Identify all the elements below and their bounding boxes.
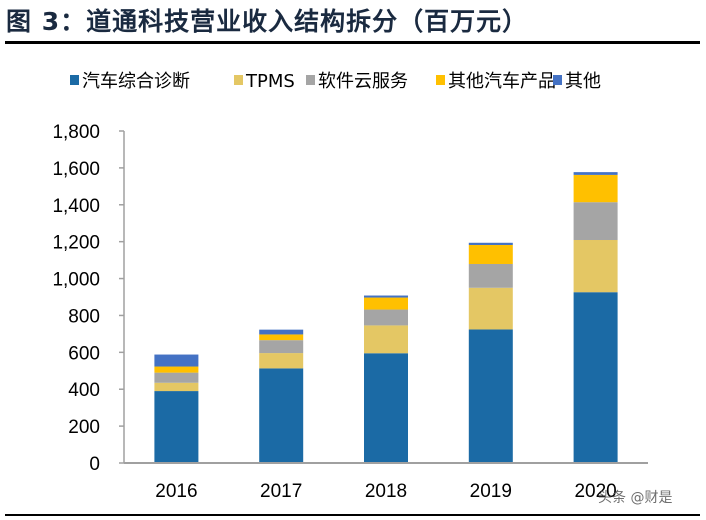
bar-segment-2017-2	[259, 340, 304, 354]
x-tick-label: 2017	[260, 481, 302, 502]
y-tick-label: 600	[68, 343, 100, 364]
bar-segment-2020-2	[573, 202, 618, 241]
bar-segment-2018-4	[364, 295, 408, 298]
legend-label: 软件云服务	[318, 71, 408, 92]
bar-segment-2020-1	[573, 240, 618, 293]
bar-segment-2020-4	[573, 172, 618, 175]
y-tick-label: 1,400	[52, 196, 100, 217]
bar-segment-2019-1	[468, 287, 513, 330]
x-tick-label: 2016	[155, 481, 197, 502]
legend-swatch-1	[234, 75, 243, 85]
bar-segment-2016-2	[154, 372, 199, 383]
bar-segment-2019-3	[468, 244, 513, 264]
bar-segment-2018-2	[364, 309, 408, 326]
bar-segment-2016-3	[154, 366, 199, 373]
x-tick-label: 2020	[574, 481, 616, 502]
bar-segment-2016-0	[154, 391, 199, 463]
legend-label: 其他汽车产品	[448, 71, 556, 92]
bar-segment-2018-0	[364, 353, 408, 463]
bar-segment-2017-0	[259, 368, 304, 463]
x-tick-label: 2019	[470, 481, 512, 502]
y-tick-label: 400	[68, 380, 100, 401]
legend-swatch-0	[70, 75, 79, 85]
watermark: 头条 @财是	[598, 490, 673, 506]
y-tick-label: 1,200	[52, 233, 100, 254]
legend-label: TPMS	[245, 71, 295, 92]
legend-label: 其他	[565, 71, 601, 92]
bar-segment-2019-4	[468, 242, 513, 245]
y-tick-label: 1,000	[52, 270, 100, 291]
y-tick-label: 0	[89, 454, 100, 475]
bar-segment-2018-1	[364, 325, 408, 354]
bar-segment-2018-3	[364, 297, 408, 310]
bar-segment-2016-4	[154, 354, 199, 367]
bar-segment-2020-3	[573, 174, 618, 203]
bottom-divider	[5, 514, 700, 516]
y-tick-label: 1,800	[52, 122, 100, 143]
bar-segment-2017-1	[259, 353, 304, 369]
legend-label: 汽车综合诊断	[82, 71, 190, 92]
y-tick-label: 1,600	[52, 159, 100, 180]
bar-segment-2019-0	[468, 329, 513, 463]
y-tick-label: 200	[68, 417, 100, 438]
bar-segment-2020-0	[573, 292, 618, 463]
legend-swatch-4	[553, 75, 562, 85]
bar-segment-2019-2	[468, 263, 513, 288]
x-tick-label: 2018	[365, 481, 407, 502]
bar-segment-2017-3	[259, 334, 304, 341]
title-divider	[5, 41, 700, 44]
y-tick-label: 800	[68, 306, 100, 327]
bar-segment-2017-4	[259, 329, 304, 335]
legend-swatch-2	[306, 75, 315, 85]
bar-segment-2016-1	[154, 382, 199, 392]
figure-title: 图 3：道通科技营业收入结构拆分（百万元）	[6, 7, 529, 36]
legend-swatch-3	[436, 75, 445, 85]
